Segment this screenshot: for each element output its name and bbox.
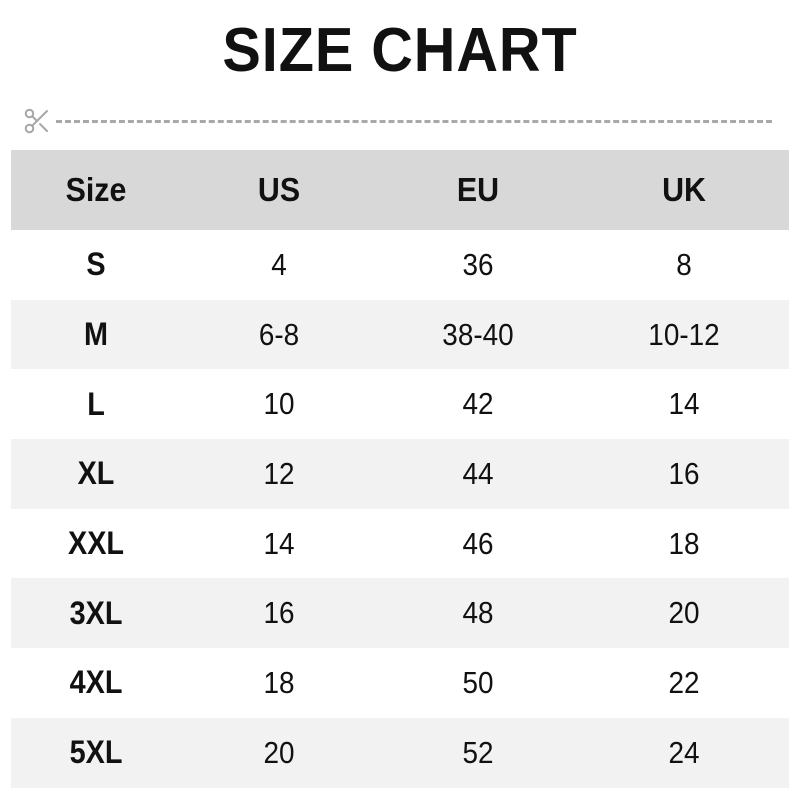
cell-size: 5XL: [69, 734, 123, 771]
table-row: 3XL 16 48 20: [11, 578, 789, 649]
cell-eu: 44: [462, 455, 494, 491]
cell-size: 4XL: [69, 664, 123, 701]
cell-us: 10: [263, 386, 295, 422]
cell-uk: 8: [676, 246, 692, 282]
table-row: S 4 36 8: [11, 230, 789, 300]
cell-size: XXL: [67, 525, 124, 562]
cell-eu: 48: [462, 595, 494, 631]
size-chart-table: Size US EU UK S 4 36 8 M 6-8 38-40 10-12…: [11, 150, 789, 788]
table-row: XXL 14 46 18: [11, 508, 789, 579]
cell-size: 3XL: [69, 594, 123, 631]
cell-uk: 22: [668, 664, 700, 700]
page-title: SIZE CHART: [222, 16, 578, 85]
cell-us: 4: [271, 246, 287, 282]
cell-us: 12: [263, 455, 295, 491]
page-title-wrap: SIZE CHART: [0, 18, 800, 83]
cell-us: 14: [263, 525, 295, 561]
cell-uk: 10-12: [648, 316, 720, 352]
cell-size: XL: [77, 455, 115, 492]
table-row: 4XL 18 50 22: [11, 648, 789, 718]
cell-eu: 38-40: [442, 316, 514, 352]
cell-size: L: [87, 385, 105, 422]
table-row: 5XL 20 52 24: [11, 717, 789, 788]
cell-uk: 20: [668, 595, 700, 631]
table-row: XL 12 44 16: [11, 439, 789, 509]
column-header-size: Size: [65, 171, 127, 208]
cell-eu: 52: [462, 734, 494, 770]
cell-uk: 14: [668, 386, 700, 422]
column-header-uk: UK: [662, 171, 706, 208]
column-header-us: US: [257, 171, 301, 208]
cell-eu: 42: [462, 386, 494, 422]
table-row: M 6-8 38-40 10-12: [11, 299, 789, 370]
cell-us: 6-8: [258, 316, 300, 352]
column-header-eu: EU: [456, 171, 500, 208]
cell-us: 20: [263, 734, 295, 770]
cut-line: [20, 104, 780, 138]
cell-eu: 50: [462, 664, 494, 700]
cell-eu: 36: [462, 246, 494, 282]
cell-size: M: [84, 316, 108, 353]
cell-uk: 24: [668, 734, 700, 770]
cell-uk: 18: [668, 525, 700, 561]
scissors-icon: [20, 104, 54, 138]
table-header-row: Size US EU UK: [11, 150, 789, 230]
cell-us: 16: [263, 595, 295, 631]
cell-size: S: [86, 246, 106, 283]
cell-eu: 46: [462, 525, 494, 561]
table-row: L 10 42 14: [11, 369, 789, 440]
dashed-cut-line: [56, 119, 772, 123]
cell-uk: 16: [668, 455, 700, 491]
cell-us: 18: [263, 664, 295, 700]
